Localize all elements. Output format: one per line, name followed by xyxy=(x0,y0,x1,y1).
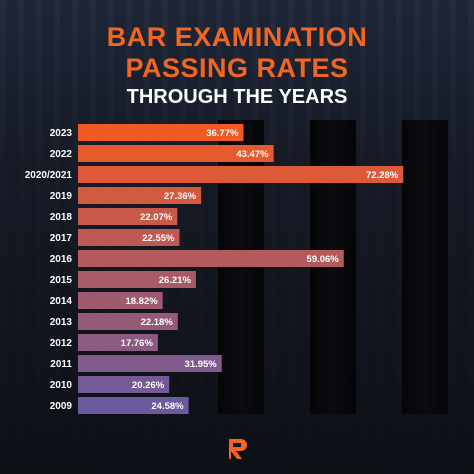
category-label: 2010 xyxy=(50,380,73,391)
bar xyxy=(78,145,274,162)
category-label: 2009 xyxy=(50,401,73,412)
category-label: 2015 xyxy=(50,275,73,286)
bar xyxy=(78,292,163,309)
data-label: 18.82% xyxy=(125,296,158,307)
chart-title-line2: PASSING RATES xyxy=(125,53,349,83)
data-label: 20.26% xyxy=(132,380,165,391)
category-label: 2019 xyxy=(50,191,73,202)
data-label: 17.76% xyxy=(121,338,154,349)
category-label: 2022 xyxy=(50,149,73,160)
category-label: 2011 xyxy=(50,359,72,370)
bar xyxy=(78,229,180,246)
category-label: 2020/2021 xyxy=(25,170,73,181)
data-label: 22.55% xyxy=(142,233,175,244)
bar xyxy=(78,397,189,414)
data-label: 22.18% xyxy=(141,317,174,328)
category-label: 2013 xyxy=(50,317,73,328)
category-label: 2016 xyxy=(50,254,73,265)
category-label: 2012 xyxy=(50,338,73,349)
category-label: 2023 xyxy=(50,128,73,139)
bar xyxy=(78,376,170,393)
bar xyxy=(78,124,244,141)
category-label: 2017 xyxy=(50,233,73,244)
bar xyxy=(78,208,178,225)
category-label: 2018 xyxy=(50,212,73,223)
bar xyxy=(78,250,344,267)
bar xyxy=(78,166,404,183)
chart-title-line1: BAR EXAMINATION xyxy=(106,22,368,52)
data-label: 31.95% xyxy=(185,359,218,370)
bar xyxy=(78,313,178,330)
data-label: 36.77% xyxy=(206,128,239,139)
bar xyxy=(78,271,196,288)
data-label: 26.21% xyxy=(159,275,192,286)
data-label: 24.58% xyxy=(151,401,184,412)
rappler-logo-icon[interactable] xyxy=(226,436,248,462)
bar xyxy=(78,334,158,351)
bar xyxy=(78,187,202,204)
chart-subtitle: THROUGH THE YEARS xyxy=(126,86,348,108)
bar xyxy=(78,355,222,372)
data-label: 43.47% xyxy=(236,149,269,160)
data-label: 22.07% xyxy=(140,212,173,223)
data-label: 27.36% xyxy=(164,191,197,202)
category-label: 2014 xyxy=(50,296,73,307)
data-label: 72.28% xyxy=(366,170,399,181)
data-label: 59.06% xyxy=(307,254,340,265)
column-pillar xyxy=(402,120,448,414)
